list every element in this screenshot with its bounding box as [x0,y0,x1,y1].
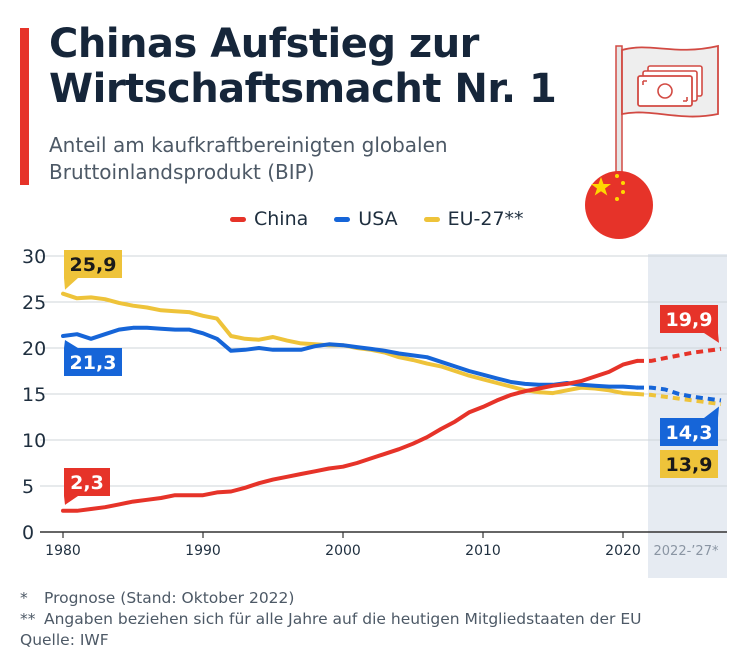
title-line-2: Wirtschaftsmacht Nr. 1 [49,66,557,112]
x-tick-label: 1980 [45,543,81,559]
y-tick-label: 15 [22,384,46,406]
footnote-text: Angaben beziehen sich für alle Jahre auf… [44,610,642,628]
china-end-label-text: 19,9 [666,309,713,331]
series-line-0 [61,358,639,513]
china-start-label-text: 2,3 [70,472,104,494]
source-text: Quelle: IWF [20,631,109,649]
title-line-1: Chinas Aufstieg zur [49,21,479,67]
x-tick-label: 2000 [325,543,361,559]
series-forecast-line-0 [637,346,722,363]
series-line-1 [61,325,639,390]
legend-label-china: China [254,208,309,230]
y-tick-label: 20 [22,338,46,360]
eu-end-label: 13,9 [660,450,718,478]
y-tick-label: 0 [22,522,34,544]
legend-label-usa: USA [358,208,398,230]
y-tick-label: 25 [22,292,46,314]
footnote-eu: ** Angaben beziehen sich für alle Jahre a… [20,609,641,630]
legend-label-eu: EU-27** [447,208,524,230]
eu-start-label-text: 25,9 [70,254,117,276]
footnote-source: Quelle: IWF [20,630,641,651]
x-tick-label: 2010 [465,543,501,559]
forecast-tick-label: 2022-’27* [654,544,719,559]
legend-swatch-eu [423,216,440,222]
series-line-2 [61,291,639,396]
legend-swatch-usa [334,216,351,222]
series-forecast-line-2 [636,392,722,407]
y-tick-label: 10 [22,430,46,452]
footnote-mark: ** [20,610,36,628]
usa-end-label: 14,3 [660,406,719,446]
subtitle-line-1: Anteil am kaufkraftbereinigten globalen [49,133,448,157]
x-tick-label: 2020 [605,543,641,559]
page-subtitle: Anteil am kaufkraftbereinigten globalen … [49,132,448,186]
footnote-text: Prognose (Stand: Oktober 2022) [44,589,295,607]
page-title: Chinas Aufstieg zur Wirtschaftsmacht Nr.… [49,21,557,112]
china-flag-icon [585,171,653,239]
chart-legend: China USA EU-27** [230,208,524,230]
eu-end-label-text: 13,9 [666,454,713,476]
series-forecast-line-1 [637,385,722,403]
usa-start-label: 21,3 [64,340,122,376]
y-tick-label: 30 [22,246,46,268]
footnote-mark: * [20,589,28,607]
usa-start-label-text: 21,3 [70,352,117,374]
eu-start-label: 25,9 [64,250,122,290]
y-tick-label: 5 [22,476,34,498]
legend-item-eu: EU-27** [423,208,524,230]
money-flag-icon [580,40,730,244]
china-end-label: 19,9 [660,305,719,343]
footnotes: * Prognose (Stand: Oktober 2022) ** Angabe… [20,588,641,651]
china-start-label: 2,3 [64,468,110,505]
legend-swatch-china [230,216,246,222]
subtitle-line-2: Bruttoinlandsprodukt (BIP) [49,160,315,184]
legend-item-usa: USA [334,208,398,230]
footnote-forecast: * Prognose (Stand: Oktober 2022) [20,588,641,609]
x-tick-label: 1990 [185,543,221,559]
legend-item-china: China [230,208,308,230]
title-accent-bar [20,28,29,185]
usa-end-label-text: 14,3 [666,422,713,444]
